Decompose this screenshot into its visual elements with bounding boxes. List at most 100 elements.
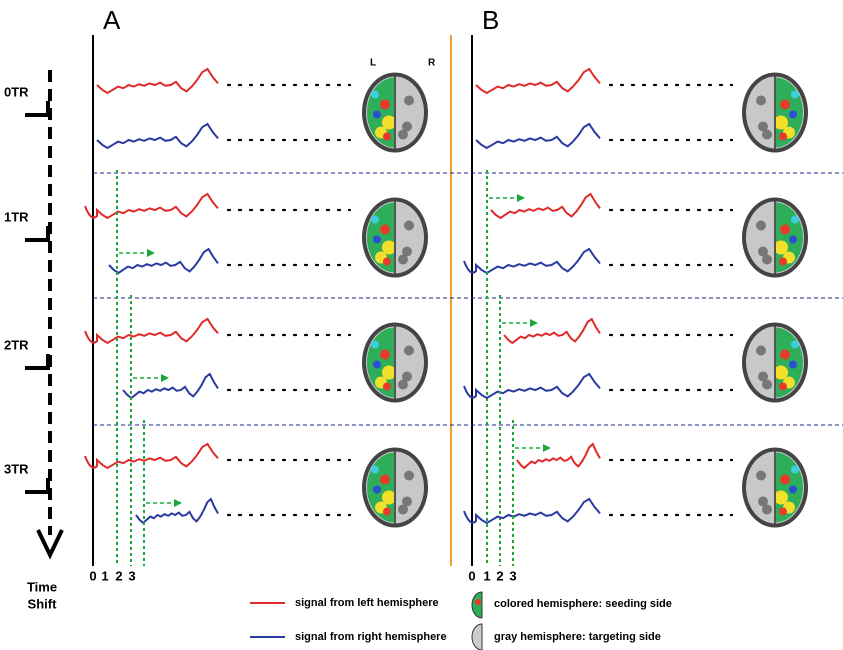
brain-gray-blob [398,129,408,140]
brain-gray-blob [758,121,768,132]
axis-label: 1 [483,568,490,583]
signal [96,67,219,95]
time-step-label: 3TR [4,461,29,476]
brain-gray-blob [762,379,772,390]
brain-gray-blob [404,95,414,106]
brain-gray-blob [402,121,412,132]
time-step-label: 1TR [4,209,29,224]
legend-icon [475,599,481,605]
axis-label: 0 [468,568,475,583]
brain [362,447,428,528]
signal [84,192,219,220]
brain-gray-blob [398,379,408,390]
signal [96,122,219,150]
signal [108,247,219,275]
signal [490,192,601,220]
brain-blob [371,90,379,99]
brain-blob [380,224,390,235]
brain-gray-blob [762,254,772,265]
brain [742,322,808,403]
brain-gray-blob [402,371,412,382]
brain-gray-blob [398,504,408,515]
brain [362,322,428,403]
shift-arrow-head [530,319,538,327]
hemisphere-label: L [370,58,376,69]
signal [463,497,601,525]
panel-label: A [103,5,121,35]
brain-blob [779,507,787,516]
brain [362,72,428,153]
brain-blob [791,215,799,224]
axis-label: 3 [509,568,516,583]
brain-blob [382,240,396,255]
brain-blob [780,224,790,235]
signal [463,372,601,400]
legend-text: colored hemisphere: seeding side [494,598,672,610]
brain-gray-blob [756,470,766,481]
brain-blob [383,132,391,141]
brain-blob [774,115,788,130]
brain-gray-blob [756,220,766,231]
brain [742,72,808,153]
shift-arrow-head [543,444,551,452]
axis-label: 2 [496,568,503,583]
signal [122,372,219,400]
brain [362,197,428,278]
signal [475,67,601,95]
time-step [25,354,50,370]
brain-blob [789,110,797,119]
brain-gray-blob [758,246,768,257]
brain-blob [774,490,788,505]
shift-arrow-head [147,249,155,257]
legend-icon [471,623,483,650]
brain-blob [380,474,390,485]
brain-blob [779,382,787,391]
brain-gray-blob [758,371,768,382]
brain-gray-blob [758,496,768,507]
legend-text: signal from right hemisphere [295,631,447,643]
signal [463,247,601,275]
brain [742,197,808,278]
shift-arrow-head [174,499,182,507]
signal [475,122,601,150]
brain-blob [779,257,787,266]
brain-gray-blob [402,246,412,257]
signal [135,497,219,525]
axis-label: 2 [115,568,122,583]
brain-blob [373,485,381,494]
brain-blob [789,485,797,494]
brain-blob [373,360,381,369]
brain-blob [371,340,379,349]
panel-label: B [482,5,499,35]
axis-label: 3 [128,568,135,583]
time-step [25,101,50,117]
axis-label: 1 [101,568,108,583]
brain-blob [789,360,797,369]
brain-blob [779,132,787,141]
brain-gray-blob [404,345,414,356]
brain-gray-blob [756,95,766,106]
brain-blob [373,235,381,244]
brain-blob [791,90,799,99]
brain-blob [780,349,790,360]
brain-gray-blob [404,470,414,481]
brain-blob [380,99,390,110]
brain-blob [791,465,799,474]
brain-gray-blob [404,220,414,231]
time-label: Shift [28,596,58,611]
brain-blob [380,349,390,360]
legend-text: signal from left hemisphere [295,597,439,609]
brain-gray-blob [402,496,412,507]
brain-blob [791,340,799,349]
brain-blob [371,215,379,224]
legend-text: gray hemisphere: targeting side [494,631,661,643]
brain-blob [383,507,391,516]
brain-blob [774,365,788,380]
axis-label: 0 [89,568,96,583]
brain-blob [780,474,790,485]
brain [742,447,808,528]
brain-blob [780,99,790,110]
signal [503,317,601,345]
brain-blob [789,235,797,244]
